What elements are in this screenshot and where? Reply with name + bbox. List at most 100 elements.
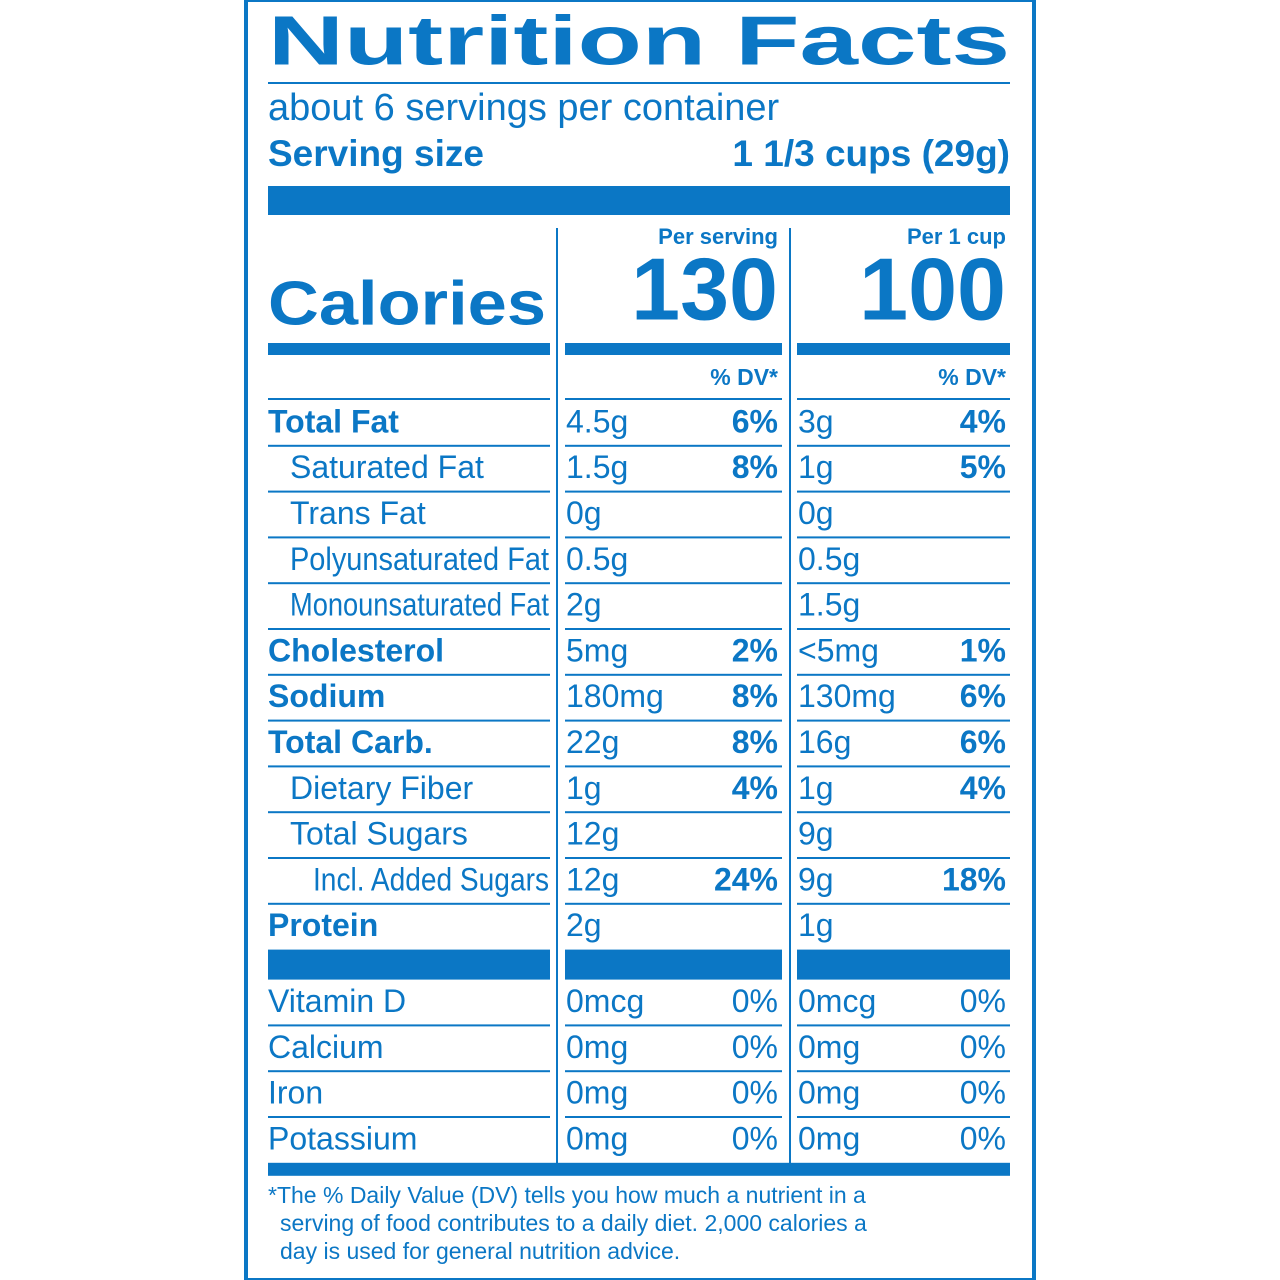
nutrient-name: Polyunsaturated Fat [290, 541, 549, 577]
amount: 1g [798, 449, 834, 485]
percent-dv: 0% [732, 1029, 778, 1065]
row-rule [797, 444, 1010, 447]
footnote: day is used for general nutrition advice… [280, 1238, 680, 1264]
row-rule [268, 857, 550, 859]
row-rule [565, 444, 782, 447]
row-rule [565, 811, 782, 814]
label-border [244, 0, 1036, 1280]
thick-bar [268, 949, 550, 980]
row-rule [268, 1116, 550, 1118]
row-rule [565, 490, 782, 493]
row-rule [565, 628, 782, 630]
nutrient-name: Trans Fat [290, 495, 426, 531]
nutrient-name: Iron [268, 1075, 323, 1111]
row-rule [268, 444, 550, 447]
amount: 4.5g [566, 403, 628, 439]
row-rule [268, 1070, 550, 1073]
row-rule [797, 811, 1010, 814]
row-rule [797, 765, 1010, 768]
amount: 0mg [566, 1029, 628, 1065]
percent-dv: 4% [960, 770, 1006, 806]
nutrient-name: Potassium [268, 1120, 417, 1156]
percent-dv: 6% [960, 678, 1006, 714]
amount: 0mg [798, 1075, 860, 1111]
amount: 0mcg [566, 983, 644, 1019]
row-rule [797, 398, 1010, 400]
footnote: *The % Daily Value (DV) tells you how mu… [268, 1182, 866, 1208]
nutrient-name: Sodium [268, 678, 385, 714]
thick-bar [268, 1162, 1010, 1176]
amount: 180mg [566, 678, 664, 714]
amount: 2g [566, 907, 602, 943]
row-rule [565, 1070, 782, 1073]
nutrient-name: Vitamin D [268, 983, 406, 1019]
percent-dv: 8% [732, 724, 778, 760]
row-rule [797, 719, 1010, 722]
amount: 0mg [566, 1120, 628, 1156]
amount: 0.5g [566, 541, 628, 577]
row-rule [268, 902, 550, 905]
row-rule [268, 673, 550, 676]
dv-header: % DV* [710, 364, 778, 390]
amount: 0mg [798, 1029, 860, 1065]
amount: 12g [566, 861, 619, 897]
amount: 2g [566, 587, 602, 623]
dv-header: % DV* [938, 364, 1006, 390]
nutrient-name: Dietary Fiber [290, 770, 474, 806]
nutrient-name: Total Fat [268, 403, 399, 439]
row-rule [268, 398, 550, 400]
amount: 22g [566, 724, 619, 760]
percent-dv: 8% [732, 449, 778, 485]
percent-dv: 0% [732, 983, 778, 1019]
amount: 1g [566, 770, 602, 806]
percent-dv: 0% [960, 1120, 1006, 1156]
amount: 0g [798, 495, 834, 531]
percent-dv: 0% [960, 1075, 1006, 1111]
amount: 12g [566, 816, 619, 852]
row-rule [565, 1116, 782, 1118]
percent-dv: 6% [732, 403, 778, 439]
row-rule [565, 765, 782, 768]
amount: 1g [798, 770, 834, 806]
row-rule [268, 628, 550, 630]
row-rule [565, 719, 782, 722]
percent-dv: 6% [960, 724, 1006, 760]
row-rule [797, 1070, 1010, 1073]
amount: 16g [798, 724, 851, 760]
thick-bar [268, 186, 1010, 215]
row-rule [797, 1024, 1010, 1027]
row-rule [268, 719, 550, 722]
percent-dv: 5% [960, 449, 1006, 485]
row-rule [797, 1116, 1010, 1118]
row-rule [268, 536, 550, 539]
row-rule [797, 673, 1010, 676]
row-rule [268, 490, 550, 493]
percent-dv: 2% [732, 632, 778, 668]
percent-dv: 0% [732, 1120, 778, 1156]
nutrient-name: Total Sugars [290, 816, 468, 852]
row-rule [268, 811, 550, 814]
serving-size-value: 1 1/3 cups (29g) [732, 133, 1010, 174]
thick-bar [797, 949, 1010, 980]
nutrient-name: Monounsaturated Fat [290, 587, 549, 623]
row-rule [797, 490, 1010, 493]
percent-dv: 0% [960, 983, 1006, 1019]
amount: 1.5g [566, 449, 628, 485]
nutrient-name: Protein [268, 907, 378, 943]
row-rule [797, 857, 1010, 859]
row-rule [565, 536, 782, 539]
amount: 0g [566, 495, 602, 531]
amount: 1.5g [798, 587, 860, 623]
nutrient-name: Incl. Added Sugars [313, 861, 549, 897]
amount: 0mg [566, 1075, 628, 1111]
amount: 1g [798, 907, 834, 943]
row-rule [565, 398, 782, 400]
vline [556, 228, 558, 1164]
row-rule [797, 628, 1010, 630]
row-rule [797, 536, 1010, 539]
amount: <5mg [798, 632, 879, 668]
rule [268, 82, 1010, 84]
row-rule [268, 765, 550, 768]
calories-bar [268, 343, 550, 355]
